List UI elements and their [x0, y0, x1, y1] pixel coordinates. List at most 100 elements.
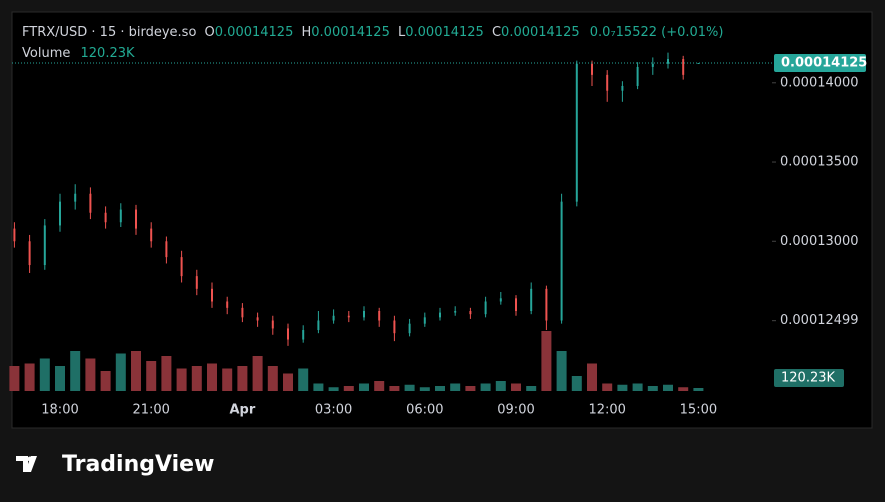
volume-bar: [85, 358, 96, 391]
volume-value: 120.23K: [81, 46, 135, 61]
candle-body: [104, 212, 107, 223]
candle-body: [591, 63, 593, 75]
volume-bar: [663, 384, 673, 391]
candle-body: [317, 320, 320, 331]
candle-body: [621, 85, 624, 91]
volume-bar: [495, 381, 506, 391]
candle-body: [682, 59, 685, 75]
volume-bar: [343, 386, 354, 391]
candle-body: [651, 63, 654, 67]
candle-body: [697, 62, 700, 64]
logo: TradingView: [16, 452, 214, 477]
candle-body: [530, 288, 533, 312]
candle-body: [119, 209, 122, 223]
volume-bar: [435, 386, 445, 391]
volume-bar: [9, 366, 20, 391]
volume-bar: [70, 351, 81, 391]
y-tick-label: 0.00013500: [780, 155, 859, 170]
h-value: 0.00014125: [311, 25, 390, 40]
volume-bar: [632, 383, 643, 391]
candle-body: [515, 298, 517, 312]
candle-body: [59, 201, 61, 226]
candle-body: [378, 311, 381, 321]
volume-bar: [404, 384, 415, 391]
candle-body: [439, 312, 441, 318]
volume-bar: [161, 356, 172, 391]
last-volume-label: 120.23K: [781, 370, 835, 385]
volume-bar: [389, 386, 400, 391]
volume-label: Volume: [22, 46, 70, 61]
y-tick-label: 0.00012499: [780, 313, 859, 328]
x-tick-label: 21:00: [132, 403, 169, 418]
volume-bar: [678, 387, 689, 391]
chart-panel: [11, 11, 873, 429]
y-tick-label: 0.00013000: [780, 234, 859, 249]
volume-bar: [115, 353, 126, 391]
candle-body: [499, 298, 502, 302]
x-tick-label: 12:00: [588, 403, 625, 418]
x-tick-label: 18:00: [41, 403, 78, 418]
volume-bar: [146, 361, 157, 391]
brand: TradingView: [62, 452, 214, 477]
volume-bar: [267, 366, 278, 391]
volume-bar: [450, 383, 461, 391]
c-value: 0.00014125: [501, 25, 580, 40]
volume-legend: Volume 120.23K: [22, 46, 135, 61]
candle-body: [271, 320, 274, 329]
volume-bar: [298, 368, 309, 391]
volume-bar: [100, 371, 111, 391]
candle-body: [43, 225, 46, 266]
volume-bar: [207, 363, 217, 391]
volume-bar: [237, 366, 248, 391]
x-tick-label: 06:00: [406, 403, 443, 418]
candle-body: [347, 315, 350, 318]
volume-bar: [131, 351, 141, 391]
candle-body: [393, 320, 396, 334]
volume-bar: [176, 368, 187, 391]
volume-bar: [313, 383, 324, 391]
logo-icon: [16, 456, 37, 472]
candle-body: [363, 311, 365, 318]
change: 0.0₇15522 (+0.01%): [590, 25, 724, 40]
l-value: 0.00014125: [405, 25, 484, 40]
volume-bar: [39, 358, 50, 391]
candle-body: [454, 311, 457, 313]
o-value: 0.00014125: [215, 25, 294, 40]
candle-body: [636, 66, 639, 86]
volume-bar: [587, 363, 597, 391]
candle-body: [135, 209, 137, 229]
x-tick-label: 03:00: [315, 403, 352, 418]
candle-body: [195, 276, 198, 289]
volume-bar: [511, 383, 521, 391]
candle-body: [469, 311, 472, 315]
candle-body: [211, 288, 213, 302]
last-price-tag: [774, 53, 866, 72]
candle-body: [667, 59, 669, 64]
candle-body: [226, 301, 229, 308]
candle-body: [28, 241, 31, 266]
volume-bar: [24, 363, 35, 391]
candle-body: [256, 317, 259, 321]
candle-body: [423, 317, 426, 324]
volume-bar: [480, 383, 491, 391]
x-tick-label: Apr: [230, 403, 256, 418]
last-price-label: 0.00014125: [781, 55, 867, 70]
volume-bar: [283, 373, 293, 391]
volume-bar: [252, 356, 263, 391]
l-label: L: [398, 25, 406, 40]
volume-bar: [647, 386, 658, 391]
candle-body: [545, 288, 548, 321]
candle-body: [13, 228, 16, 242]
volume-bar: [617, 384, 628, 391]
volume-bar: [374, 381, 385, 391]
volume-bar: [222, 368, 233, 391]
header-legend: FTRX/USD · 15 · birdeye.so O0.00014125 H…: [22, 25, 723, 40]
symbol: FTRX/USD · 15 · birdeye.so: [22, 25, 196, 40]
x-tick-label: 15:00: [680, 403, 717, 418]
candle-body: [484, 301, 487, 315]
candle-body: [332, 315, 335, 321]
candle-body: [560, 201, 563, 321]
volume-bar: [556, 351, 567, 391]
volume-bar: [191, 366, 202, 391]
